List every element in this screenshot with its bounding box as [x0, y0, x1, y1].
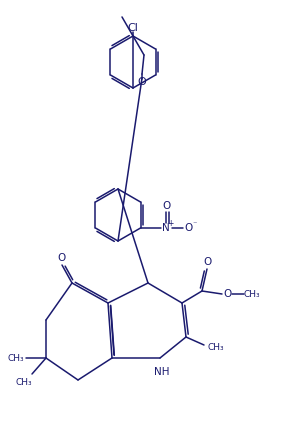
Text: O: O [58, 253, 66, 263]
Text: ⁻: ⁻ [192, 220, 197, 228]
Text: O: O [203, 257, 211, 267]
Text: CH₃: CH₃ [16, 378, 32, 387]
Text: O: O [162, 201, 171, 211]
Text: Cl: Cl [127, 23, 138, 33]
Text: NH: NH [154, 367, 170, 377]
Text: O: O [138, 77, 146, 87]
Text: CH₃: CH₃ [8, 353, 24, 362]
Text: N: N [162, 223, 169, 233]
Text: +: + [167, 219, 174, 228]
Text: CH₃: CH₃ [208, 343, 224, 352]
Text: CH₃: CH₃ [244, 289, 260, 298]
Text: O: O [223, 289, 231, 299]
Text: O: O [184, 223, 193, 233]
